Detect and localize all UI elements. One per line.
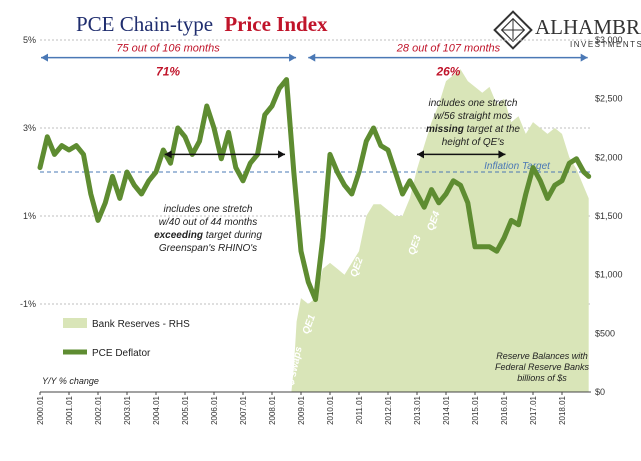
x-tick-label: 2011.01 [355, 395, 364, 424]
alhambra-logo: ALHAMBRA INVESTMENTS [493, 10, 641, 50]
right-tick-label: $1,000 [595, 270, 623, 280]
inflation-target-label: Inflation Target [484, 161, 551, 172]
right-axis: $0 $500 $1,000 $1,500 $2,000 $2,500 $3,000 [595, 35, 623, 397]
top-right-arrow [308, 53, 588, 62]
note1-line1: includes one stretch [164, 204, 253, 215]
right-period-count: 28 out of 107 months [396, 43, 501, 55]
x-tick-label: 2015.01 [471, 395, 480, 424]
note1-line4: Greenspan's RHINO's [159, 243, 257, 254]
legend-area-label: Bank Reserves - RHS [92, 319, 190, 330]
note3-line1: Reserve Balances with [496, 351, 588, 361]
note1-line2: w/40 out of 44 months [159, 217, 257, 228]
top-left-arrow-right-head [289, 53, 297, 62]
note-reserves: Reserve Balances with Federal Reserve Ba… [495, 351, 590, 383]
x-tick-label: 2005.01 [181, 395, 190, 424]
legend-line-label: PCE Deflator [92, 348, 151, 359]
right-tick-label: $2,500 [595, 94, 623, 104]
right-tick-label: $3,000 [595, 35, 623, 45]
qe-arrow-right-head [498, 150, 506, 159]
left-tick-label: 5% [23, 35, 36, 45]
x-tick-label: 2006.01 [210, 395, 219, 424]
svg-text:PCE Chain-type Price Index: PCE Chain-type Price Index [76, 12, 328, 36]
top-left-arrow-left-head [41, 53, 48, 62]
right-tick-label: $1,500 [595, 211, 623, 221]
right-tick-label: $2,000 [595, 152, 623, 162]
x-tick-label: 2013.01 [413, 395, 422, 424]
x-axis-ticks: 2000.01 2001.01 2002.01 2003.01 2004.01 2005.… [36, 392, 567, 425]
x-tick-label: 2010.01 [326, 395, 335, 424]
top-left-arrow [41, 53, 297, 62]
note3-line3: billions of $s [517, 373, 567, 383]
x-tick-label: 2001.01 [65, 395, 74, 424]
x-tick-label: 2007.01 [239, 395, 248, 424]
x-tick-label: 2002.01 [94, 395, 103, 424]
pce-line-path [37, 77, 592, 303]
note2-line1: includes one stretch [429, 98, 518, 109]
x-tick-label: 2000.01 [36, 395, 45, 424]
annotations: 75 out of 106 months 71% 28 out of 107 m… [116, 43, 500, 79]
target-line-group: Inflation Target [40, 161, 591, 173]
top-right-arrow-right-head [580, 53, 588, 62]
chart-title-accent: Price Index [224, 12, 328, 36]
x-tick-label: 2014.01 [442, 395, 451, 424]
reserves-area-path [40, 69, 589, 393]
stretch-arrows [41, 53, 588, 159]
left-period-percent: 71% [156, 65, 180, 79]
qe-arrow [417, 150, 506, 159]
greenspan-arrow [164, 150, 286, 159]
left-axis: -1% 1% 3% 5% [20, 35, 36, 309]
note-qe: includes one stretch w/56 straight mos m… [426, 98, 520, 148]
note1-bold: exceeding [154, 230, 203, 241]
brand-name: ALHAMBRA [535, 15, 641, 39]
x-tick-label: 2018.01 [558, 395, 567, 424]
note2-line2: w/56 straight mos [434, 111, 512, 122]
right-tick-label: $0 [595, 387, 605, 397]
chart-title: PCE Chain-type [76, 12, 213, 36]
left-tick-label: 3% [23, 123, 36, 133]
left-tick-label: 1% [23, 211, 36, 221]
note1-rest: target during [203, 230, 262, 241]
top-right-arrow-left-head [308, 53, 316, 62]
greenspan-arrow-right-head [278, 150, 286, 159]
note2-line4: height of QE's [442, 137, 505, 148]
reserves-area [40, 69, 589, 393]
note3-line2: Federal Reserve Banks [495, 362, 590, 372]
x-tick-label: 2009.01 [297, 395, 306, 424]
right-period-percent: 26% [435, 65, 460, 79]
left-period-count: 75 out of 106 months [116, 43, 220, 55]
x-tick-label: 2008.01 [268, 395, 277, 424]
pce-line [37, 77, 592, 303]
brand-sub: INVESTMENTS [570, 40, 641, 49]
yy-change-label: Y/Y % change [42, 376, 99, 386]
right-tick-label: $500 [595, 328, 615, 338]
x-tick-label: 2004.01 [152, 395, 161, 424]
note2-rest: target at the [464, 124, 521, 135]
legend-area-swatch [63, 318, 87, 328]
qe-arrow-left-head [417, 150, 424, 159]
x-tick-label: 2012.01 [384, 395, 393, 424]
note-greenspan: includes one stretch w/40 out of 44 mont… [154, 204, 262, 254]
x-tick-label: 2016.01 [500, 395, 509, 424]
x-tick-label: 2017.01 [529, 395, 538, 424]
diamond-logo-icon [493, 10, 533, 50]
x-tick-label: 2003.01 [123, 395, 132, 424]
note2-bold: missing [426, 124, 464, 135]
legend: Bank Reserves - RHS PCE Deflator [63, 318, 190, 359]
greenspan-arrow-left-head [164, 150, 172, 159]
note2-line3: missing target at the [426, 124, 520, 135]
left-tick-label: -1% [20, 299, 36, 309]
note1-line3: exceeding target during [154, 230, 262, 241]
